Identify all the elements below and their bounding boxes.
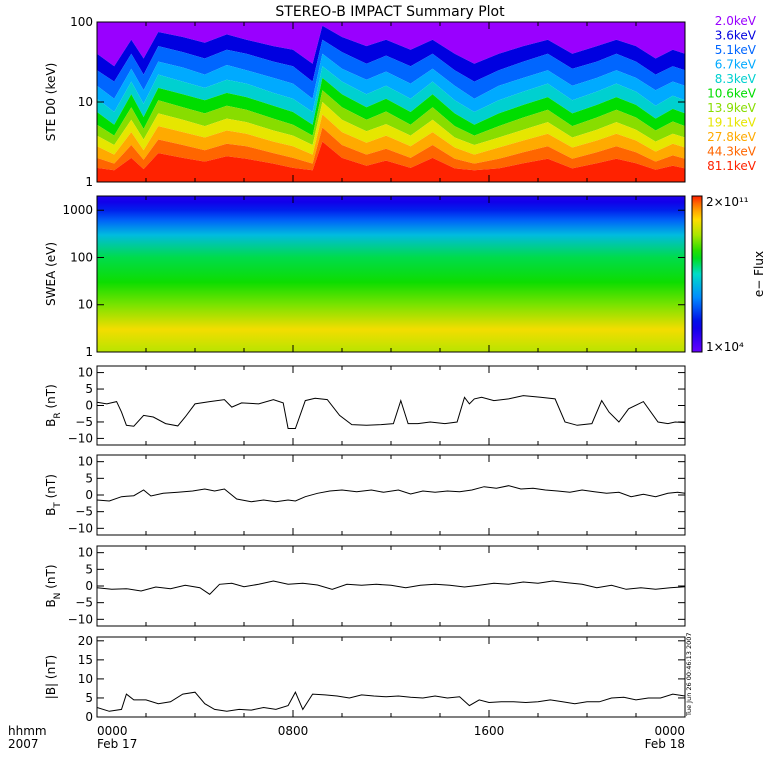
bn-panel: −10 −5 0 5 10 BN (nT): [44, 545, 686, 627]
y-axis-label: BR (nT): [44, 384, 63, 427]
y-tick-label: 5: [85, 562, 93, 576]
bmag-panel: 0 5 10 15 20 |B| (nT): [44, 634, 686, 724]
ste-panel: 1 10 100 STE D0 (keV): [44, 15, 686, 189]
ste-band-81.1keV: [97, 141, 685, 182]
ste-band-6.7keV: [97, 53, 685, 112]
y-axis-label: SWEA (eV): [44, 242, 58, 306]
ste-band-13.9keV: [97, 90, 685, 145]
y-tick-label: 0: [85, 710, 93, 724]
panel-frame: [96, 454, 686, 536]
legend-entry: 2.0keV: [715, 14, 757, 28]
y-tick-label: 1: [85, 345, 93, 359]
time-tick-label: 0000: [97, 724, 128, 738]
panel-frame: [96, 636, 686, 718]
ste-band-8.3keV: [97, 66, 685, 125]
colorbar-min-label: 1×10⁴: [706, 340, 744, 354]
swea-spectrogram: [97, 196, 685, 352]
energy-legend: 2.0keV3.6keV5.1keV6.7keV8.3keV10.6keV13.…: [707, 14, 757, 173]
y-tick-label: −5: [75, 505, 93, 519]
y-tick-label: −10: [68, 431, 93, 445]
y-tick-label: 15: [78, 653, 93, 667]
y-tick-label: 5: [85, 691, 93, 705]
time-tick-label: 0800: [278, 724, 309, 738]
ste-band-27.8keV: [97, 114, 685, 164]
y-tick-label: 10: [78, 298, 93, 312]
panel-frame: [96, 21, 686, 183]
y-tick-label: 1: [85, 175, 93, 189]
legend-entry: 13.9keV: [707, 101, 757, 115]
y-tick-label: −5: [75, 415, 93, 429]
date-tick-label: Feb 17: [97, 737, 137, 751]
panel-frame: [96, 365, 686, 446]
legend-entry: 6.7keV: [715, 58, 757, 72]
y-axis-label: |B| (nT): [44, 655, 58, 699]
y-tick-label: 100: [70, 15, 93, 29]
legend-entry: 8.3keV: [715, 72, 757, 86]
ste-band-5.1keV: [97, 39, 685, 99]
y-tick-label: 0: [85, 488, 93, 502]
legend-entry: 5.1keV: [715, 43, 757, 57]
ste-band-2.0keV: [97, 22, 685, 67]
colorbar-axis-label: e− Flux: [752, 251, 766, 297]
ste-band-3.6keV: [97, 25, 685, 82]
legend-entry: 10.6keV: [707, 87, 757, 101]
time-tick-label: 1600: [474, 724, 505, 738]
y-tick-label: 10: [78, 366, 93, 380]
legend-entry: 27.8keV: [707, 130, 757, 144]
y-tick-label: −10: [68, 521, 93, 535]
y-tick-label: 5: [85, 382, 93, 396]
ste-band-19.1keV: [97, 102, 685, 155]
colorbar-max-label: 2×10¹¹: [706, 195, 749, 209]
time-axis-row2-label: 2007: [8, 737, 39, 751]
bmag-series-line: [97, 691, 685, 712]
y-tick-label: 10: [78, 672, 93, 686]
panel-frame: [96, 195, 686, 353]
y-tick-label: 5: [85, 471, 93, 485]
bt-series-line: [97, 485, 685, 503]
ste-band-44.3keV: [97, 127, 685, 171]
y-tick-label: 20: [78, 634, 93, 648]
time-tick-label: 0000: [654, 724, 685, 738]
y-tick-label: 10: [78, 455, 93, 469]
legend-entry: 81.1keV: [707, 159, 757, 173]
bt-panel: −10 −5 0 5 10 BT (nT): [44, 454, 686, 536]
legend-entry: 44.3keV: [707, 145, 757, 159]
bn-series-line: [97, 580, 685, 595]
br-panel: −10 −5 0 5 10 BR (nT): [44, 365, 686, 446]
y-tick-label: 10: [78, 546, 93, 560]
br-series-line: [97, 395, 685, 429]
y-axis-label: STE D0 (keV): [44, 63, 58, 142]
time-axis-row1-label: hhmm: [8, 724, 47, 738]
legend-entry: 3.6keV: [715, 29, 757, 43]
ste-band-10.6keV: [97, 77, 685, 136]
y-tick-label: 0: [85, 399, 93, 413]
y-tick-label: −10: [68, 612, 93, 626]
plot-title: STEREO-B IMPACT Summary Plot: [275, 4, 505, 20]
y-tick-label: 1000: [62, 203, 93, 217]
swea-panel: 1 10 100 1000 SWEA (eV): [44, 195, 686, 359]
eflux-colorbar: 2×10¹¹ 1×10⁴ e− Flux: [691, 195, 766, 354]
y-tick-label: 0: [85, 579, 93, 593]
y-tick-label: 10: [78, 95, 93, 109]
panel-frame: [96, 545, 686, 627]
date-tick-label: Feb 18: [645, 737, 685, 751]
colorbar-scale: [691, 195, 703, 353]
y-tick-label: −5: [75, 596, 93, 610]
legend-entry: 19.1keV: [707, 116, 757, 130]
y-tick-label: 100: [70, 250, 93, 264]
y-axis-label: BT (nT): [44, 474, 63, 516]
y-axis-label: BN (nT): [44, 564, 63, 607]
ste-bands: [97, 22, 685, 182]
timestamp-label: Tue Jun 26 00:46:13 2007: [685, 632, 693, 717]
